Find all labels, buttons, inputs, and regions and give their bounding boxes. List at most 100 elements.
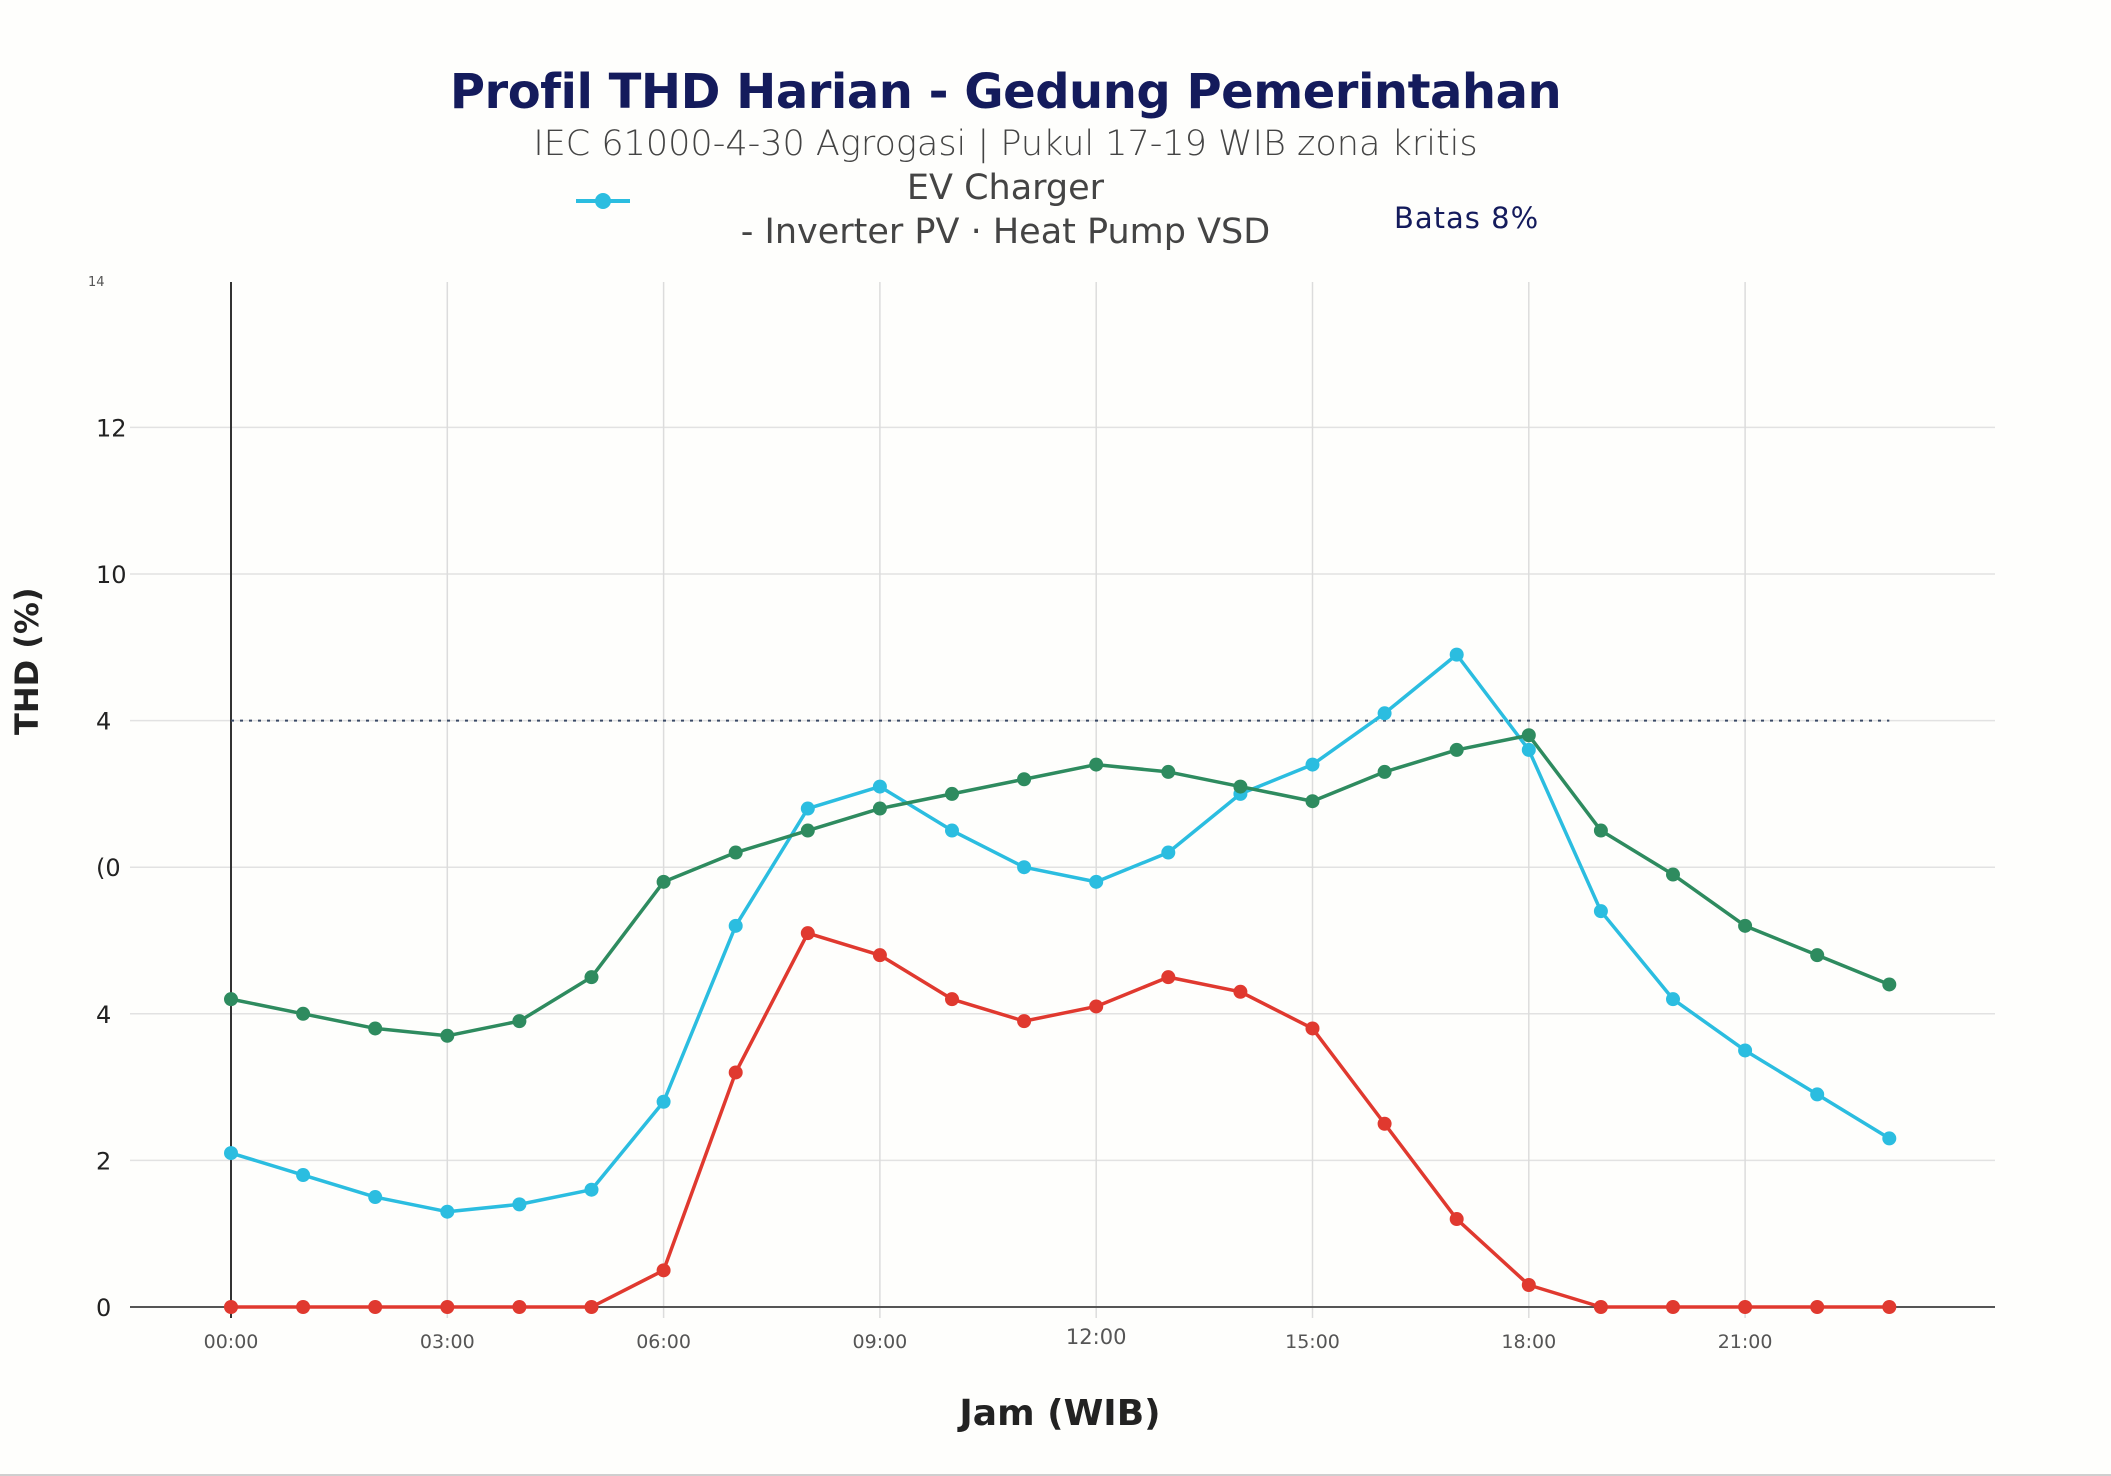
bottom-border bbox=[0, 1474, 2111, 1476]
data-point[interactable] bbox=[1161, 970, 1176, 985]
data-point[interactable] bbox=[1666, 867, 1680, 882]
data-point[interactable] bbox=[512, 1197, 527, 1212]
data-point[interactable] bbox=[368, 1300, 383, 1314]
data-point[interactable] bbox=[1089, 999, 1104, 1014]
data-point[interactable] bbox=[1017, 772, 1032, 787]
data-point[interactable] bbox=[1089, 757, 1104, 772]
data-point[interactable] bbox=[945, 823, 959, 838]
y-tick-label: 12 bbox=[96, 414, 127, 442]
data-point[interactable] bbox=[1305, 794, 1320, 809]
x-axis-label: Jam (WIB) bbox=[959, 1393, 1161, 1434]
x-tick-label: 00:00 bbox=[204, 1331, 259, 1353]
data-point[interactable] bbox=[1882, 977, 1897, 992]
data-point[interactable] bbox=[656, 1263, 671, 1278]
data-point[interactable] bbox=[440, 1300, 455, 1314]
data-point[interactable] bbox=[1305, 757, 1320, 772]
y-tick-label: 10 bbox=[96, 561, 127, 589]
data-point[interactable] bbox=[1089, 874, 1104, 889]
data-point[interactable] bbox=[1593, 1300, 1608, 1314]
y-tick-label: 2 bbox=[96, 1147, 111, 1175]
data-point[interactable] bbox=[945, 786, 959, 801]
data-point[interactable] bbox=[296, 1006, 311, 1021]
data-point[interactable] bbox=[728, 1065, 743, 1080]
x-tick-label: 21:00 bbox=[1718, 1331, 1773, 1353]
y-axis-ticks: 0 2 4 (0 4 10 12 14 bbox=[88, 275, 127, 1322]
y-tick-label: 4 bbox=[96, 708, 111, 736]
legend-entry-ev-charger[interactable]: EV Charger bbox=[906, 168, 1105, 208]
data-point[interactable] bbox=[728, 845, 743, 860]
data-point[interactable] bbox=[1521, 728, 1536, 743]
data-point[interactable] bbox=[1377, 706, 1392, 721]
series-inverter-pv[interactable] bbox=[224, 926, 1897, 1314]
data-point[interactable] bbox=[800, 926, 815, 941]
data-point[interactable] bbox=[440, 1204, 455, 1219]
data-point[interactable] bbox=[224, 1300, 238, 1314]
data-point[interactable] bbox=[584, 1182, 599, 1197]
data-point[interactable] bbox=[1233, 984, 1248, 999]
data-point[interactable] bbox=[224, 992, 238, 1007]
data-point[interactable] bbox=[1666, 1300, 1680, 1314]
data-point[interactable] bbox=[512, 1014, 527, 1029]
data-point[interactable] bbox=[368, 1021, 383, 1036]
x-tick-label: 18:00 bbox=[1501, 1331, 1556, 1353]
data-point[interactable] bbox=[656, 874, 671, 889]
data-point[interactable] bbox=[1233, 779, 1248, 794]
data-point[interactable] bbox=[512, 1300, 527, 1314]
data-point[interactable] bbox=[224, 1146, 238, 1161]
data-point[interactable] bbox=[1882, 1131, 1897, 1146]
x-tick-label: 09:00 bbox=[853, 1331, 908, 1353]
data-point[interactable] bbox=[800, 823, 815, 838]
data-point[interactable] bbox=[872, 779, 887, 794]
data-point[interactable] bbox=[800, 801, 815, 816]
x-tick-label: 03:00 bbox=[420, 1331, 475, 1353]
data-point[interactable] bbox=[656, 1094, 671, 1109]
data-point[interactable] bbox=[1161, 845, 1176, 860]
data-point[interactable] bbox=[1738, 918, 1753, 933]
x-tick-label: 15:00 bbox=[1285, 1331, 1340, 1353]
data-point[interactable] bbox=[1521, 742, 1536, 757]
y-tick-label: 14 bbox=[88, 275, 105, 290]
data-point[interactable] bbox=[945, 992, 959, 1007]
data-point[interactable] bbox=[872, 948, 887, 963]
data-point[interactable] bbox=[1305, 1021, 1320, 1036]
data-point[interactable] bbox=[1666, 992, 1680, 1007]
data-point[interactable] bbox=[1738, 1300, 1753, 1314]
data-point[interactable] bbox=[296, 1300, 311, 1314]
data-point[interactable] bbox=[1161, 764, 1176, 779]
data-point[interactable] bbox=[440, 1028, 455, 1043]
data-point[interactable] bbox=[872, 801, 887, 816]
legend-line-marker-icon bbox=[576, 193, 630, 209]
data-point[interactable] bbox=[1017, 1014, 1032, 1029]
data-point[interactable] bbox=[1810, 1087, 1825, 1102]
x-tick-label: 06:00 bbox=[636, 1331, 691, 1353]
chart-title: Profil THD Harian - Gedung Pemerintahan bbox=[449, 64, 1562, 120]
data-point[interactable] bbox=[1377, 764, 1392, 779]
data-point[interactable] bbox=[1810, 1300, 1825, 1314]
data-point[interactable] bbox=[368, 1190, 383, 1205]
legend-entry-others[interactable]: - Inverter PV · Heat Pump VSD bbox=[740, 212, 1271, 252]
data-point[interactable] bbox=[584, 1300, 599, 1314]
data-point[interactable] bbox=[1593, 904, 1608, 919]
series-ev-charger[interactable] bbox=[224, 647, 1897, 1219]
series-heat-pump-vsd[interactable] bbox=[224, 728, 1897, 1043]
y-axis-label: THD (%) bbox=[8, 587, 46, 735]
y-tick-label: 0 bbox=[96, 1294, 111, 1322]
data-point[interactable] bbox=[296, 1168, 311, 1183]
data-point[interactable] bbox=[1882, 1300, 1897, 1314]
data-point[interactable] bbox=[1738, 1043, 1753, 1058]
data-point[interactable] bbox=[1377, 1116, 1392, 1131]
data-point[interactable] bbox=[1521, 1278, 1536, 1293]
gridlines bbox=[130, 282, 1995, 1318]
chart-subtitle: IEC 61000-4-30 Agrogasi | Pukul 17-19 WI… bbox=[533, 124, 1478, 164]
data-point[interactable] bbox=[1449, 742, 1464, 757]
data-point[interactable] bbox=[1593, 823, 1608, 838]
data-point[interactable] bbox=[1449, 647, 1464, 662]
data-point[interactable] bbox=[1810, 948, 1825, 963]
data-point[interactable] bbox=[584, 970, 599, 985]
x-tick-label: 12:00 bbox=[1066, 1325, 1127, 1349]
x-axis-ticks: 00:00 03:00 06:00 09:00 12:00 15:00 18:00 21:00 bbox=[204, 1325, 1773, 1353]
data-point[interactable] bbox=[728, 918, 743, 933]
data-point[interactable] bbox=[1017, 860, 1032, 875]
data-point[interactable] bbox=[1449, 1212, 1464, 1227]
